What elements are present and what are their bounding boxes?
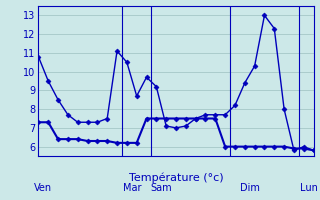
Text: Dim: Dim [240,183,260,193]
Text: Ven: Ven [34,183,52,193]
Text: Sam: Sam [150,183,172,193]
Text: Mar: Mar [123,183,141,193]
X-axis label: Température (°c): Température (°c) [129,173,223,183]
Text: Lun: Lun [300,183,318,193]
